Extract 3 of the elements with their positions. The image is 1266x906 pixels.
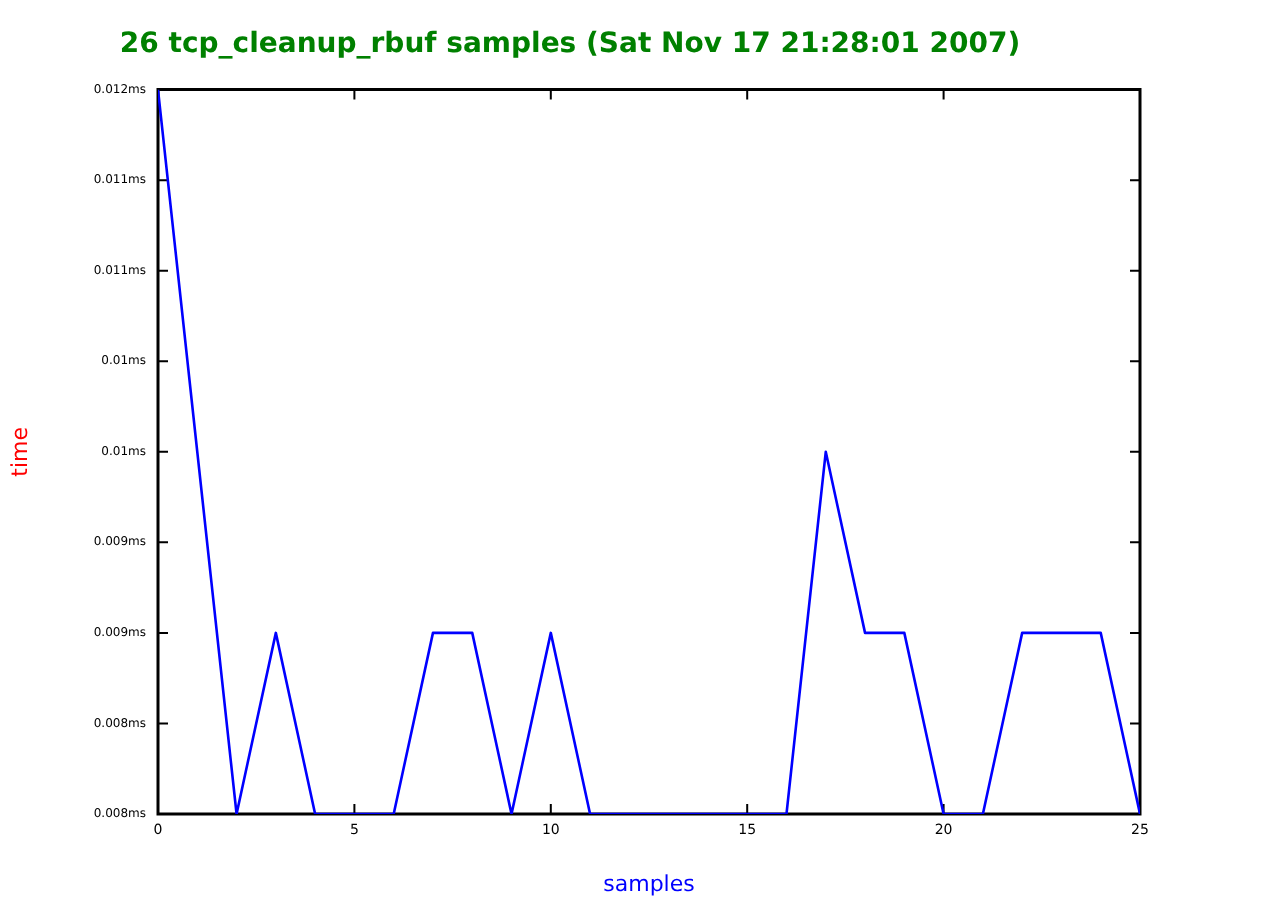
x-axis-title: samples <box>603 870 696 897</box>
chart-title: 26 tcp_cleanup_rbuf samples (Sat Nov 17 21:28:01 2007) <box>119 28 1021 61</box>
y-axis-title: time <box>6 426 33 477</box>
